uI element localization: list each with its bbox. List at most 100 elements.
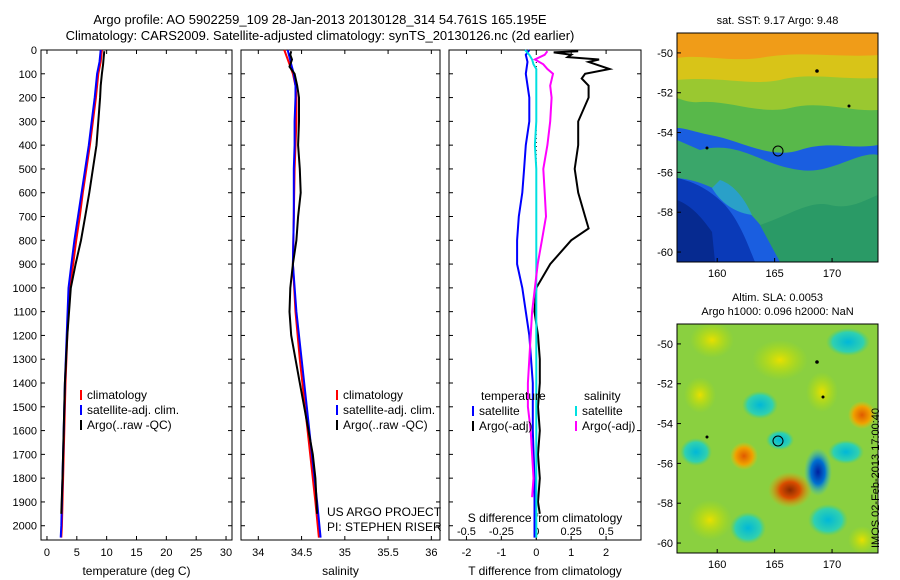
x-tick-label: 35.5	[377, 547, 398, 559]
legend-label: satellite	[582, 404, 623, 418]
map-y-tick-label: -56	[657, 167, 673, 179]
map-x-tick-label: 165	[765, 559, 783, 571]
map-y-tick-label: -52	[657, 379, 673, 391]
x-tick-label: 25	[190, 547, 202, 559]
sst-map	[677, 33, 878, 262]
panel-1: 34 34.5 35 35.5 36 salinity climatologysatelli…	[240, 49, 442, 578]
annotation-text: US ARGO PROJECT	[327, 505, 442, 519]
series-line-2	[288, 50, 319, 514]
x-tick-label: 1	[568, 547, 574, 559]
legend-header: salinity	[584, 389, 621, 403]
y-tick-label: 1800	[13, 473, 37, 485]
y-tick-label: 1200	[13, 330, 37, 342]
x-tick-label: 0	[44, 547, 50, 559]
legend-label: Argo(-adj)	[479, 419, 532, 433]
x-tick-label: 2	[603, 547, 609, 559]
map-y-tick-label: -56	[657, 458, 673, 470]
panel-2: -2 -1 0 1 2 T difference from climatology -0.5…	[448, 49, 642, 578]
legend-header: temperature	[481, 389, 546, 403]
secondary-tick-label: 0.25	[560, 526, 581, 538]
secondary-tick-label: -0.25	[489, 526, 514, 538]
argo-location-marker-2	[772, 435, 784, 447]
map-y-tick-label: -60	[657, 247, 673, 259]
legend-label: Argo(-adj)	[582, 419, 635, 433]
map-x-tick-label: 160	[708, 559, 726, 571]
x-tick-label: 15	[130, 547, 142, 559]
x-tick-label: 36	[425, 547, 437, 559]
x-tick-label: 35	[339, 547, 351, 559]
x-tick-label: 20	[160, 547, 172, 559]
x-tick-label: 34.5	[291, 547, 312, 559]
y-tick-label: 100	[19, 69, 37, 81]
map-x-tick-label: 160	[708, 268, 726, 280]
series-line-1	[533, 50, 614, 514]
series-line-2	[524, 49, 538, 538]
sla-map-title-line2: Argo h1000: 0.096 h2000: NaN	[701, 306, 854, 318]
y-tick-label: 1400	[13, 378, 37, 390]
series-line-2	[60, 51, 106, 514]
y-tick-label: 1500	[13, 402, 37, 414]
x-tick-label: 34	[252, 547, 264, 559]
chart-title-line1: Argo profile: AO 5902259_109 28-Jan-2013…	[93, 12, 547, 27]
x-tick-label: 30	[220, 547, 232, 559]
map-y-tick-label: -52	[657, 88, 673, 100]
map-x-tick-label: 170	[823, 559, 841, 571]
secondary-tick-label: -0.5	[457, 526, 476, 538]
legend-label: satellite	[479, 404, 520, 418]
y-tick-label: 1600	[13, 426, 37, 438]
x-tick-label: -1	[496, 547, 506, 559]
y-tick-label: 1000	[13, 283, 37, 295]
plot-frame	[448, 49, 642, 541]
legend-label: Argo(..raw -QC)	[87, 418, 172, 432]
secondary-axis-label: S difference from climatology	[468, 511, 623, 525]
annotation-text: PI: STEPHEN RISER	[327, 520, 442, 534]
x-axis-label: salinity	[322, 564, 359, 578]
sla-map-title-line1: Altim. SLA: 0.0053	[731, 292, 824, 304]
series-line-3	[526, 50, 555, 498]
sst-map-title: sat. SST: 9.17 Argo: 9.48	[716, 15, 839, 27]
argo-location-marker	[772, 145, 784, 157]
y-tick-label: 700	[19, 212, 37, 224]
x-axis-label: temperature (deg C)	[82, 564, 190, 578]
y-tick-label: 400	[19, 140, 37, 152]
x-tick-label: 10	[101, 547, 113, 559]
map-y-tick-label: -58	[657, 207, 673, 219]
y-tick-label: 1300	[13, 354, 37, 366]
map-y-tick-label: -60	[657, 538, 673, 550]
x-tick-label: 5	[74, 547, 80, 559]
panel-0: 0100200300400500600700800900100011001200…	[13, 45, 233, 578]
x-axis-label: T difference from climatology	[468, 564, 622, 578]
y-tick-label: 200	[19, 93, 37, 105]
legend-label: satellite-adj. clim.	[87, 403, 179, 417]
y-tick-label: 500	[19, 164, 37, 176]
legend-label: climatology	[87, 388, 147, 402]
y-tick-label: 1700	[13, 449, 37, 461]
x-tick-label: 0	[533, 547, 539, 559]
y-tick-label: 800	[19, 235, 37, 247]
map-y-tick-label: -54	[657, 419, 673, 431]
x-tick-label: -2	[462, 547, 472, 559]
map-x-tick-label: 170	[823, 268, 841, 280]
map-y-tick-label: -50	[657, 339, 673, 351]
sla-map	[677, 324, 878, 553]
imos-timestamp: IMOS 02-Feb-2013 17:00:40	[870, 407, 882, 548]
plot-frame	[240, 49, 441, 541]
legend-label: Argo(..raw -QC)	[343, 418, 428, 432]
y-tick-label: 0	[31, 45, 37, 57]
y-tick-label: 600	[19, 188, 37, 200]
plot-frame	[40, 49, 233, 541]
y-tick-label: 2000	[13, 521, 37, 533]
secondary-tick-label: 0.5	[598, 526, 613, 538]
y-tick-label: 1100	[13, 307, 37, 319]
legend-label: satellite-adj. clim.	[343, 403, 435, 417]
map-y-tick-label: -54	[657, 128, 673, 140]
chart-title-line2: Climatology: CARS2009. Satellite-adjuste…	[65, 28, 575, 43]
y-tick-label: 1900	[13, 497, 37, 509]
map-x-tick-label: 165	[765, 268, 783, 280]
y-tick-label: 900	[19, 259, 37, 271]
y-tick-label: 300	[19, 116, 37, 128]
map-y-tick-label: -58	[657, 498, 673, 510]
map-y-tick-label: -50	[657, 48, 673, 60]
series-line-0	[516, 49, 536, 538]
